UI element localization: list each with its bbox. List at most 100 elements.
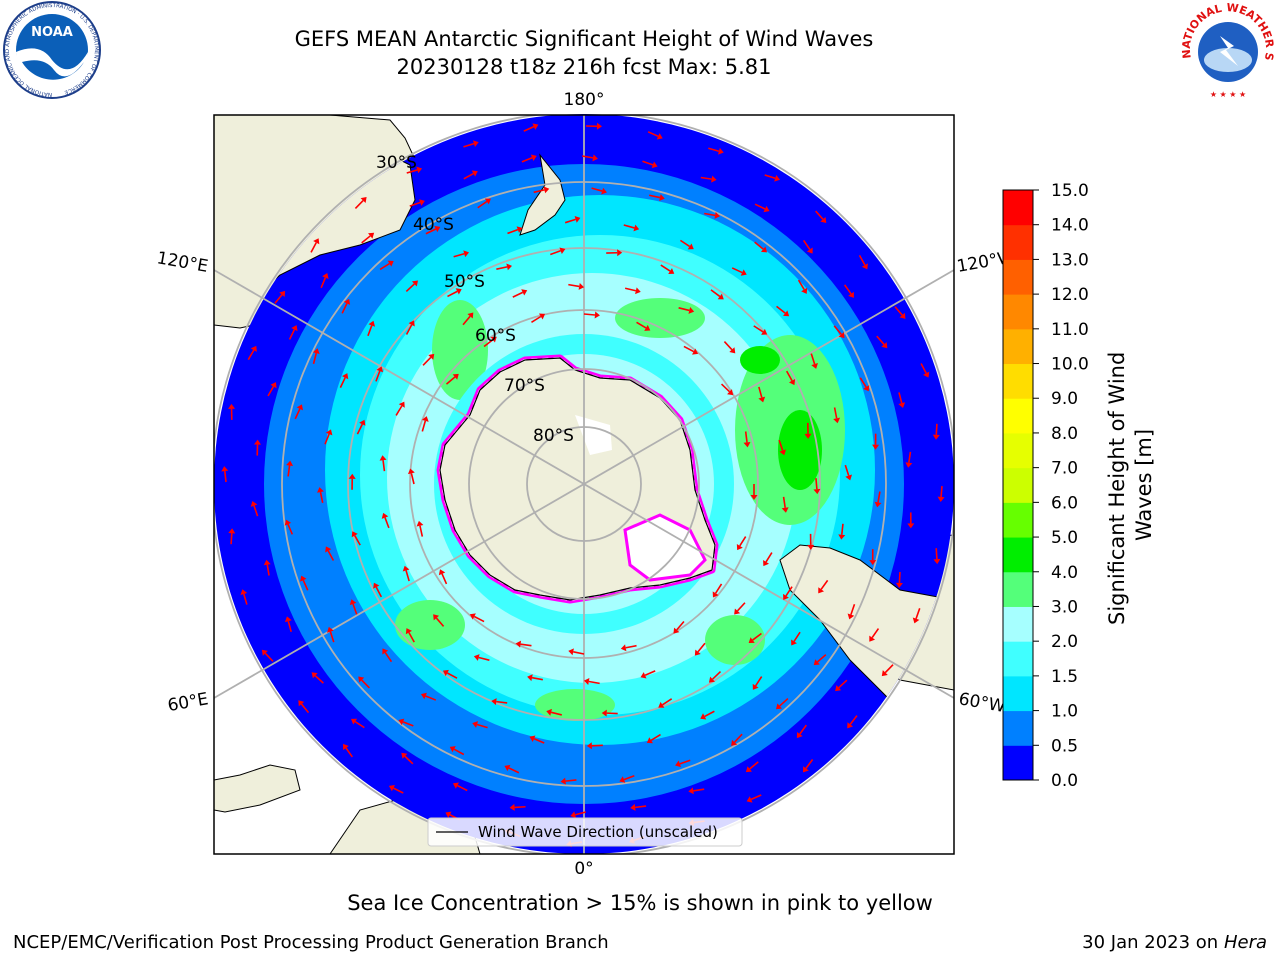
- wind-arrow-head: [774, 174, 780, 182]
- wind-arrow-shaft: [754, 203, 766, 210]
- wind-arrow-head: [411, 280, 419, 287]
- wind-arrow-head: [467, 312, 474, 319]
- wind-arrow-shaft: [533, 737, 545, 744]
- wind-arrow-head: [360, 197, 367, 204]
- colorbar-segment: [1003, 259, 1033, 295]
- wind-arrow-shaft: [778, 439, 784, 451]
- wind-arrow-head: [568, 648, 574, 656]
- wind-arrow-head: [760, 246, 768, 253]
- wind-arrow-head: [433, 614, 440, 621]
- wind-arrow-head: [388, 785, 395, 792]
- wind-arrow-shaft: [314, 675, 324, 684]
- colorbar-tick-label: 3.0: [1051, 597, 1078, 617]
- wind-arrow-head: [419, 199, 425, 206]
- colorbar-tick-label: 15.0: [1051, 181, 1089, 201]
- wind-arrow-shaft: [496, 700, 508, 704]
- wind-arrow-shaft: [310, 242, 317, 253]
- wind-arrow-shaft: [264, 652, 274, 662]
- wind-arrow-shaft: [514, 805, 526, 809]
- wind-arrow-head: [659, 194, 665, 201]
- colorbar-tick-label: 13.0: [1051, 250, 1089, 270]
- wind-arrow-head: [804, 433, 812, 439]
- wind-arrow-head: [560, 777, 566, 785]
- wind-arrow-shaft: [361, 679, 370, 689]
- wind-arrow-head: [382, 648, 389, 655]
- wind-arrow-head: [228, 403, 236, 409]
- wind-arrow-head: [401, 752, 408, 759]
- wind-arrow-shaft: [877, 491, 881, 503]
- colorbar-tick-label: 6.0: [1051, 493, 1078, 513]
- wind-arrow-head: [895, 582, 903, 588]
- wind-arrow-head: [250, 345, 257, 352]
- wind-arrow-head: [933, 558, 941, 565]
- wind-arrow-shaft: [441, 573, 448, 585]
- wind-arrow-shaft: [908, 451, 912, 463]
- wind-arrow-shaft: [583, 313, 596, 316]
- wind-arrow-shaft: [508, 767, 520, 774]
- wind-arrow-shaft: [564, 218, 576, 224]
- wind-arrow-shaft: [624, 287, 637, 292]
- wind-arrow-head: [442, 669, 449, 677]
- wind-arrow-head: [445, 811, 452, 818]
- wind-arrow-head: [714, 211, 720, 219]
- wind-arrow-head: [530, 154, 537, 161]
- wind-arrow-head: [322, 273, 329, 279]
- wind-arrow-head: [313, 238, 320, 245]
- colorbar-tick-label: 0.0: [1051, 771, 1078, 791]
- wind-arrow-head: [491, 698, 497, 706]
- wind-arrow-shaft: [591, 187, 603, 192]
- wind-arrow-shaft: [708, 147, 720, 152]
- wind-arrow-head: [620, 644, 627, 652]
- wind-arrow-shaft: [782, 496, 786, 508]
- colorbar-tick-label: 1.5: [1051, 667, 1078, 687]
- wind-arrow-shaft: [288, 329, 296, 340]
- colorbar-segment: [1003, 606, 1033, 642]
- wind-arrow-head: [341, 373, 349, 380]
- wind-arrow-shaft: [477, 200, 488, 209]
- wind-arrow-head: [250, 500, 258, 507]
- wind-arrow-shaft: [463, 142, 475, 148]
- wind-arrow-head: [596, 122, 603, 130]
- colorbar-tick-label: 14.0: [1051, 216, 1089, 236]
- wind-arrow-head: [578, 282, 585, 290]
- wind-arrow-head: [630, 803, 636, 811]
- wind-arrow-head: [658, 701, 665, 708]
- wind-arrow-shaft: [816, 654, 827, 663]
- wind-arrow-head: [712, 591, 719, 598]
- wind-arrow-shaft: [731, 267, 743, 274]
- wind-arrow-head: [521, 289, 528, 296]
- wind-arrow-shaft: [425, 695, 437, 701]
- wind-arrow-head: [734, 608, 741, 615]
- wind-arrow-shaft: [693, 788, 705, 792]
- wind-arrow-head: [838, 332, 845, 339]
- wind-arrow-shaft: [405, 570, 410, 582]
- footer-date: 30 Jan 2023 on Hera: [1082, 932, 1267, 953]
- wind-arrow-head: [350, 718, 358, 725]
- wind-arrow-shaft: [395, 405, 403, 416]
- colorbar-label: Significant Height of Wind Waves [m]: [1105, 345, 1156, 625]
- wind-arrow-head: [240, 589, 248, 595]
- wind-arrow-shaft: [859, 377, 867, 388]
- wind-arrow-shaft: [635, 805, 647, 809]
- chart-title: GEFS MEAN Antarctic Significant Height o…: [294, 27, 874, 51]
- wind-arrow-shaft: [739, 536, 747, 547]
- wind-arrow-head: [529, 735, 536, 742]
- wind-arrow-shaft: [568, 283, 580, 288]
- wind-arrow-shaft: [810, 353, 816, 365]
- wind-arrow-shaft: [223, 470, 227, 483]
- svg-text:NOAA: NOAA: [31, 25, 73, 40]
- wind-arrow-head: [791, 639, 797, 646]
- wind-arrow-head: [359, 419, 366, 426]
- wind-arrow-shaft: [421, 420, 427, 432]
- wind-arrow-head: [692, 348, 699, 355]
- wind-arrow-shaft: [361, 235, 371, 244]
- wind-arrow-shaft: [294, 408, 301, 420]
- wind-arrow-head: [763, 560, 769, 567]
- wind-arrow-head: [317, 487, 324, 493]
- wind-arrow-head: [421, 416, 429, 422]
- colorbar-segment: [1003, 571, 1033, 607]
- wind-arrow-head: [731, 739, 738, 746]
- wind-arrow-shaft: [565, 779, 577, 782]
- wind-arrow-head: [673, 627, 680, 634]
- colorbar-tick-label: 5.0: [1051, 528, 1078, 548]
